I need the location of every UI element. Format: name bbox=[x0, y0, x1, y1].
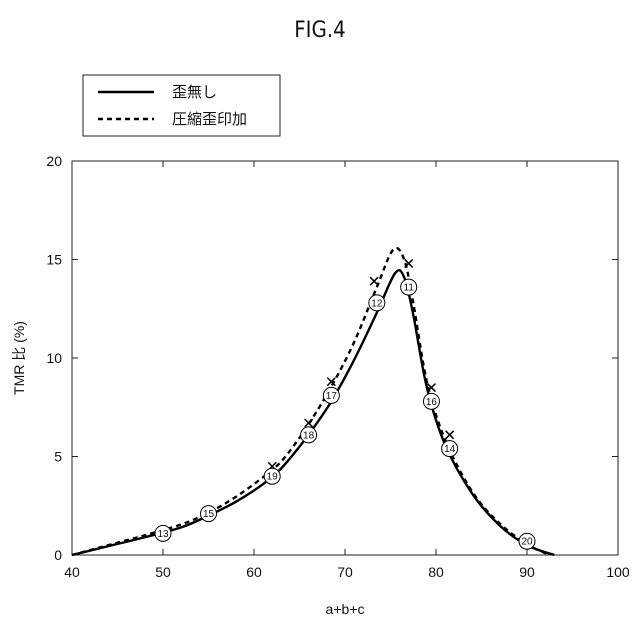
marker-number: 15 bbox=[203, 509, 215, 520]
circled-number-marker: 16 bbox=[423, 393, 439, 409]
x-tick-label: 60 bbox=[246, 564, 262, 580]
y-tick-label: 5 bbox=[54, 449, 62, 465]
plot-area bbox=[72, 161, 618, 555]
circled-number-marker: 11 bbox=[401, 279, 417, 295]
y-tick-label: 15 bbox=[46, 252, 62, 268]
circled-number-marker: 15 bbox=[201, 506, 217, 522]
x-tick-label: 90 bbox=[519, 564, 535, 580]
y-tick-label: 0 bbox=[54, 547, 62, 563]
marker-number: 20 bbox=[521, 537, 533, 548]
x-axis-label: a+b+c bbox=[326, 601, 365, 617]
cross-marker bbox=[370, 277, 378, 285]
legend-label-compressive-strain: 圧縮歪印加 bbox=[172, 110, 247, 128]
circled-number-marker: 20 bbox=[519, 533, 535, 549]
x-tick-label: 50 bbox=[155, 564, 171, 580]
marker-number: 17 bbox=[326, 391, 338, 402]
series-line-no-strain bbox=[72, 270, 554, 555]
legend-label-no-strain: 歪無し bbox=[172, 83, 217, 101]
y-axis-label: TMR 比 (%) bbox=[11, 321, 27, 395]
x-tick-label: 70 bbox=[337, 564, 353, 580]
marker-number: 13 bbox=[157, 529, 169, 540]
marker-number: 14 bbox=[444, 444, 456, 455]
circled-number-marker: 13 bbox=[155, 525, 171, 541]
x-tick-label: 100 bbox=[606, 564, 630, 580]
y-tick-label: 10 bbox=[46, 350, 62, 366]
circled-number-marker: 12 bbox=[369, 295, 385, 311]
y-tick-label: 20 bbox=[46, 153, 62, 169]
legend: 歪無し 圧縮歪印加 bbox=[83, 75, 280, 136]
cross-marker bbox=[305, 419, 313, 427]
marker-number: 19 bbox=[267, 472, 279, 483]
circled-number-marker: 18 bbox=[301, 427, 317, 443]
marker-number: 12 bbox=[371, 298, 383, 309]
circled-number-marker: 14 bbox=[442, 441, 458, 457]
marker-number: 18 bbox=[303, 430, 315, 441]
x-tick-label: 40 bbox=[64, 564, 80, 580]
marker-number: 11 bbox=[404, 283, 415, 294]
x-tick-label: 80 bbox=[428, 564, 444, 580]
circled-number-marker: 19 bbox=[264, 468, 280, 484]
cross-marker bbox=[446, 431, 454, 439]
series-line-compressive-strain bbox=[72, 248, 550, 555]
marker-number: 16 bbox=[426, 397, 438, 408]
circled-number-marker: 17 bbox=[323, 387, 339, 403]
